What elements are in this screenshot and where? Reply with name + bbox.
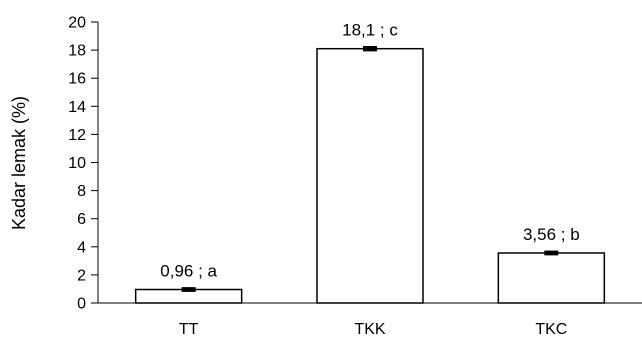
x-axis-ticks: TT TKK TKC: [179, 321, 567, 338]
data-label-tkk: 18,1 ; c: [342, 21, 398, 40]
error-bar-tt: [181, 287, 196, 292]
bar-tkc: [497, 252, 606, 304]
y-axis-title: Kadar lemak (%): [9, 96, 29, 230]
error-bar-tkk: [363, 46, 377, 52]
x-tick-label-tkc: TKC: [535, 321, 567, 338]
bars: [134, 47, 606, 304]
x-tick-label-tkk: TKK: [354, 321, 385, 338]
y-tick-label: 0: [77, 296, 86, 313]
x-tick-label-tt: TT: [179, 321, 199, 338]
y-tick-label: 18: [68, 43, 86, 60]
y-axis-ticks: 0 2 4 6 8 10 12 14 16 18 20: [68, 15, 98, 313]
data-labels: 0,96 ; a 18,1 ; c 3,56 ; b: [160, 21, 579, 281]
y-tick-label: 4: [77, 239, 86, 256]
y-tick-label: 12: [68, 127, 86, 144]
y-tick-label: 10: [68, 155, 86, 172]
error-bar-tkc: [544, 250, 559, 256]
data-label-tkc: 3,56 ; b: [523, 225, 580, 244]
y-tick-label: 2: [77, 267, 86, 284]
data-label-tt: 0,96 ; a: [160, 262, 217, 281]
bar-tkk: [316, 47, 424, 304]
y-tick-label: 8: [77, 183, 86, 200]
y-tick-label: 14: [68, 99, 86, 116]
error-bars: [181, 46, 559, 292]
y-tick-label: 20: [68, 15, 86, 32]
y-tick-label: 16: [68, 71, 86, 88]
y-tick-label: 6: [77, 211, 86, 228]
